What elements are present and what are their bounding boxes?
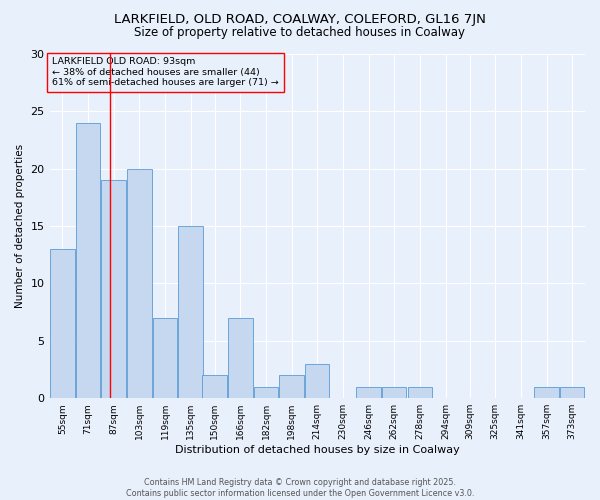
- Bar: [407, 386, 432, 398]
- Bar: [50, 249, 74, 398]
- Bar: [356, 386, 381, 398]
- Bar: [535, 386, 559, 398]
- Y-axis label: Number of detached properties: Number of detached properties: [15, 144, 25, 308]
- Bar: [560, 386, 584, 398]
- Bar: [76, 123, 100, 398]
- Bar: [101, 180, 126, 398]
- Text: Size of property relative to detached houses in Coalway: Size of property relative to detached ho…: [134, 26, 466, 39]
- X-axis label: Distribution of detached houses by size in Coalway: Distribution of detached houses by size …: [175, 445, 460, 455]
- Bar: [153, 318, 177, 398]
- Bar: [254, 386, 278, 398]
- Text: LARKFIELD, OLD ROAD, COALWAY, COLEFORD, GL16 7JN: LARKFIELD, OLD ROAD, COALWAY, COLEFORD, …: [114, 12, 486, 26]
- Text: Contains HM Land Registry data © Crown copyright and database right 2025.
Contai: Contains HM Land Registry data © Crown c…: [126, 478, 474, 498]
- Bar: [178, 226, 203, 398]
- Bar: [382, 386, 406, 398]
- Bar: [228, 318, 253, 398]
- Bar: [127, 168, 152, 398]
- Bar: [305, 364, 329, 398]
- Text: LARKFIELD OLD ROAD: 93sqm
← 38% of detached houses are smaller (44)
61% of semi-: LARKFIELD OLD ROAD: 93sqm ← 38% of detac…: [52, 58, 279, 87]
- Bar: [202, 376, 227, 398]
- Bar: [280, 376, 304, 398]
